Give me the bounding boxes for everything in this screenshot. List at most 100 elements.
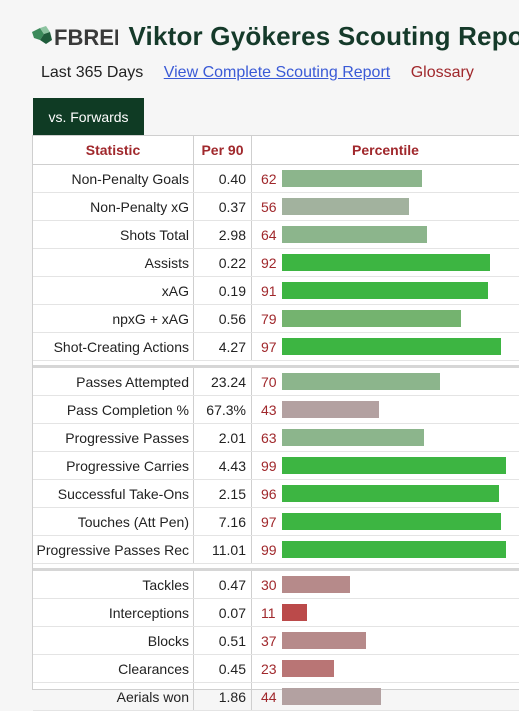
percentile-cell: 99 <box>252 536 519 564</box>
table-row: Touches (Att Pen)7.16 97 <box>33 508 519 536</box>
percentile-value: 70 <box>261 374 277 390</box>
stat-name: Non-Penalty Goals <box>33 165 194 193</box>
fbref-logo[interactable]: FBREF <box>30 18 118 54</box>
percentile-value: 11 <box>261 605 276 621</box>
percentile-value: 23 <box>261 661 277 677</box>
per90-value: 7.16 <box>194 508 252 536</box>
percentile-value: 37 <box>261 633 277 649</box>
stat-name: Progressive Passes Rec <box>33 536 194 564</box>
percentile-bar <box>282 170 422 187</box>
percentile-cell: 44 <box>252 683 519 711</box>
per90-value: 0.51 <box>194 627 252 655</box>
stat-name: Passes Attempted <box>33 367 194 396</box>
percentile-bar <box>282 310 461 327</box>
glossary-link[interactable]: Glossary <box>411 64 474 81</box>
percentile-cell: 91 <box>252 277 519 305</box>
percentile-bar <box>282 576 350 593</box>
percentile-bar <box>282 485 499 502</box>
percentile-cell: 30 <box>252 570 519 599</box>
stat-name: Aerials won <box>33 683 194 711</box>
page-header: FBREF Viktor Gyökeres Scouting Report <box>30 18 519 58</box>
per90-value: 0.45 <box>194 655 252 683</box>
stat-name: Non-Penalty xG <box>33 193 194 221</box>
per90-value: 4.27 <box>194 333 252 361</box>
percentile-value: 99 <box>261 458 277 474</box>
stat-name: Blocks <box>33 627 194 655</box>
percentile-cell: 70 <box>252 367 519 396</box>
tab-vs-forwards[interactable]: vs. Forwards <box>33 98 144 135</box>
percentile-cell: 43 <box>252 396 519 424</box>
percentile-bar <box>282 338 501 355</box>
percentile-value: 96 <box>261 486 277 502</box>
sub-navigation: Last 365 Days View Complete Scouting Rep… <box>41 64 490 82</box>
percentile-cell: 11 <box>252 599 519 627</box>
percentile-cell: 79 <box>252 305 519 333</box>
column-header-statistic[interactable]: Statistic <box>33 136 194 165</box>
per90-value: 0.07 <box>194 599 252 627</box>
percentile-bar <box>282 660 334 677</box>
column-header-per90[interactable]: Per 90 <box>194 136 252 165</box>
percentile-bar <box>282 401 379 418</box>
percentile-value: 97 <box>261 339 277 355</box>
table-header-row: Statistic Per 90 Percentile <box>33 136 519 165</box>
stat-name: Progressive Carries <box>33 452 194 480</box>
percentile-bar <box>282 373 440 390</box>
percentile-bar <box>282 604 307 621</box>
percentile-value: 79 <box>261 311 277 327</box>
column-header-percentile[interactable]: Percentile <box>252 136 519 165</box>
percentile-cell: 92 <box>252 249 519 277</box>
stat-name: Shots Total <box>33 221 194 249</box>
percentile-cell: 97 <box>252 333 519 361</box>
per90-value: 0.22 <box>194 249 252 277</box>
percentile-bar <box>282 632 366 649</box>
percentile-bar <box>282 429 424 446</box>
percentile-bar <box>282 254 490 271</box>
stat-name: Progressive Passes <box>33 424 194 452</box>
stat-name: Successful Take-Ons <box>33 480 194 508</box>
table-row: Pass Completion %67.3%43 <box>33 396 519 424</box>
per90-value: 0.56 <box>194 305 252 333</box>
percentile-bar <box>282 282 488 299</box>
stat-name: npxG + xAG <box>33 305 194 333</box>
per90-value: 67.3% <box>194 396 252 424</box>
per90-value: 0.47 <box>194 570 252 599</box>
percentile-cell: 96 <box>252 480 519 508</box>
percentile-bar <box>282 457 506 474</box>
percentile-cell: 64 <box>252 221 519 249</box>
percentile-cell: 97 <box>252 508 519 536</box>
full-report-link[interactable]: View Complete Scouting Report <box>164 64 391 81</box>
percentile-bar <box>282 688 381 705</box>
percentile-value: 97 <box>261 514 277 530</box>
stat-name: Clearances <box>33 655 194 683</box>
percentile-cell: 63 <box>252 424 519 452</box>
stat-name: Interceptions <box>33 599 194 627</box>
per90-value: 0.40 <box>194 165 252 193</box>
percentile-value: 91 <box>261 283 277 299</box>
stat-name: Tackles <box>33 570 194 599</box>
per90-value: 2.01 <box>194 424 252 452</box>
percentile-bar <box>282 513 501 530</box>
per90-value: 2.15 <box>194 480 252 508</box>
per90-value: 1.86 <box>194 683 252 711</box>
stat-name: Assists <box>33 249 194 277</box>
per90-value: 0.19 <box>194 277 252 305</box>
scouting-table: Statistic Per 90 Percentile Non-Penalty … <box>33 136 519 711</box>
stat-name: Shot-Creating Actions <box>33 333 194 361</box>
page-title: Viktor Gyökeres Scouting Report <box>128 21 519 52</box>
percentile-bar <box>282 541 506 558</box>
stat-name: Pass Completion % <box>33 396 194 424</box>
stat-name: Touches (Att Pen) <box>33 508 194 536</box>
period-label: Last 365 Days <box>41 64 143 81</box>
percentile-cell: 56 <box>252 193 519 221</box>
